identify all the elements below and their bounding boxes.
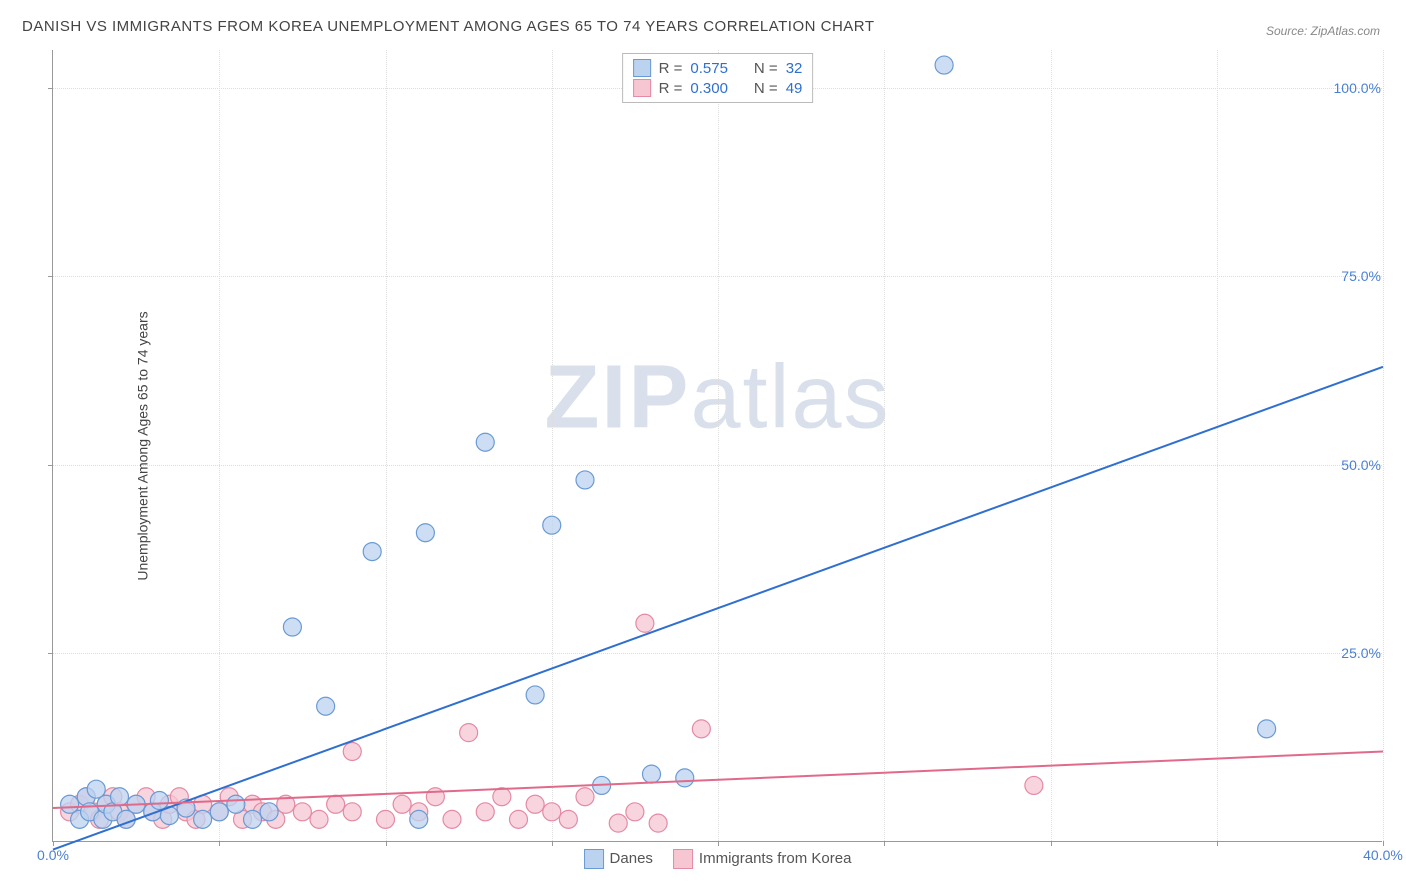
data-point [1258, 720, 1276, 738]
legend-row-korea: R = 0.300 N = 49 [633, 78, 803, 98]
legend-label-danes: Danes [610, 850, 653, 867]
data-point [244, 810, 262, 828]
data-point [476, 433, 494, 451]
data-point [343, 803, 361, 821]
data-point [317, 697, 335, 715]
data-point [649, 814, 667, 832]
data-point [363, 543, 381, 561]
data-point [676, 769, 694, 787]
source-attribution: Source: ZipAtlas.com [1266, 24, 1380, 38]
data-point [293, 803, 311, 821]
data-point [609, 814, 627, 832]
data-point [460, 724, 478, 742]
legend-swatch-korea-b [673, 849, 693, 869]
legend-item-korea: Immigrants from Korea [673, 849, 852, 869]
data-point [310, 810, 328, 828]
scatter-svg [53, 50, 1382, 841]
data-point [443, 810, 461, 828]
chart-title: DANISH VS IMMIGRANTS FROM KOREA UNEMPLOY… [22, 18, 875, 35]
data-point [194, 810, 212, 828]
data-point [692, 720, 710, 738]
data-point [210, 803, 228, 821]
data-point [526, 686, 544, 704]
legend-n-label-2: N = [754, 80, 778, 97]
correlation-legend: R = 0.575 N = 32 R = 0.300 N = 49 [622, 53, 814, 103]
data-point [643, 765, 661, 783]
legend-n-label: N = [754, 60, 778, 77]
data-point [493, 788, 511, 806]
legend-r-label: R = [659, 60, 683, 77]
data-point [410, 810, 428, 828]
data-point [476, 803, 494, 821]
legend-item-danes: Danes [584, 849, 653, 869]
data-point [393, 795, 411, 813]
legend-swatch-danes [633, 59, 651, 77]
legend-label-korea: Immigrants from Korea [699, 850, 852, 867]
data-point [636, 614, 654, 632]
data-point [343, 742, 361, 760]
data-point [576, 471, 594, 489]
data-point [327, 795, 345, 813]
data-point [626, 803, 644, 821]
data-point [416, 524, 434, 542]
data-point [510, 810, 528, 828]
data-point [111, 788, 129, 806]
legend-n-value-korea: 49 [786, 80, 803, 97]
x-tick-label: 40.0% [1363, 847, 1403, 863]
data-point [283, 618, 301, 636]
data-point [1025, 776, 1043, 794]
legend-r-value-danes: 0.575 [690, 60, 728, 77]
data-point [543, 803, 561, 821]
trend-line [53, 751, 1383, 808]
data-point [377, 810, 395, 828]
data-point [559, 810, 577, 828]
series-legend: Danes Immigrants from Korea [584, 849, 852, 869]
data-point [260, 803, 278, 821]
data-point [576, 788, 594, 806]
legend-swatch-korea [633, 79, 651, 97]
data-point [935, 56, 953, 74]
legend-r-label-2: R = [659, 80, 683, 97]
legend-row-danes: R = 0.575 N = 32 [633, 58, 803, 78]
trend-line [53, 367, 1383, 850]
legend-n-value-danes: 32 [786, 60, 803, 77]
data-point [227, 795, 245, 813]
data-point [426, 788, 444, 806]
legend-swatch-danes-b [584, 849, 604, 869]
data-point [543, 516, 561, 534]
data-point [526, 795, 544, 813]
chart-plot-area: ZIPatlas 25.0%50.0%75.0%100.0%0.0%40.0% … [52, 50, 1382, 842]
legend-r-value-korea: 0.300 [690, 80, 728, 97]
